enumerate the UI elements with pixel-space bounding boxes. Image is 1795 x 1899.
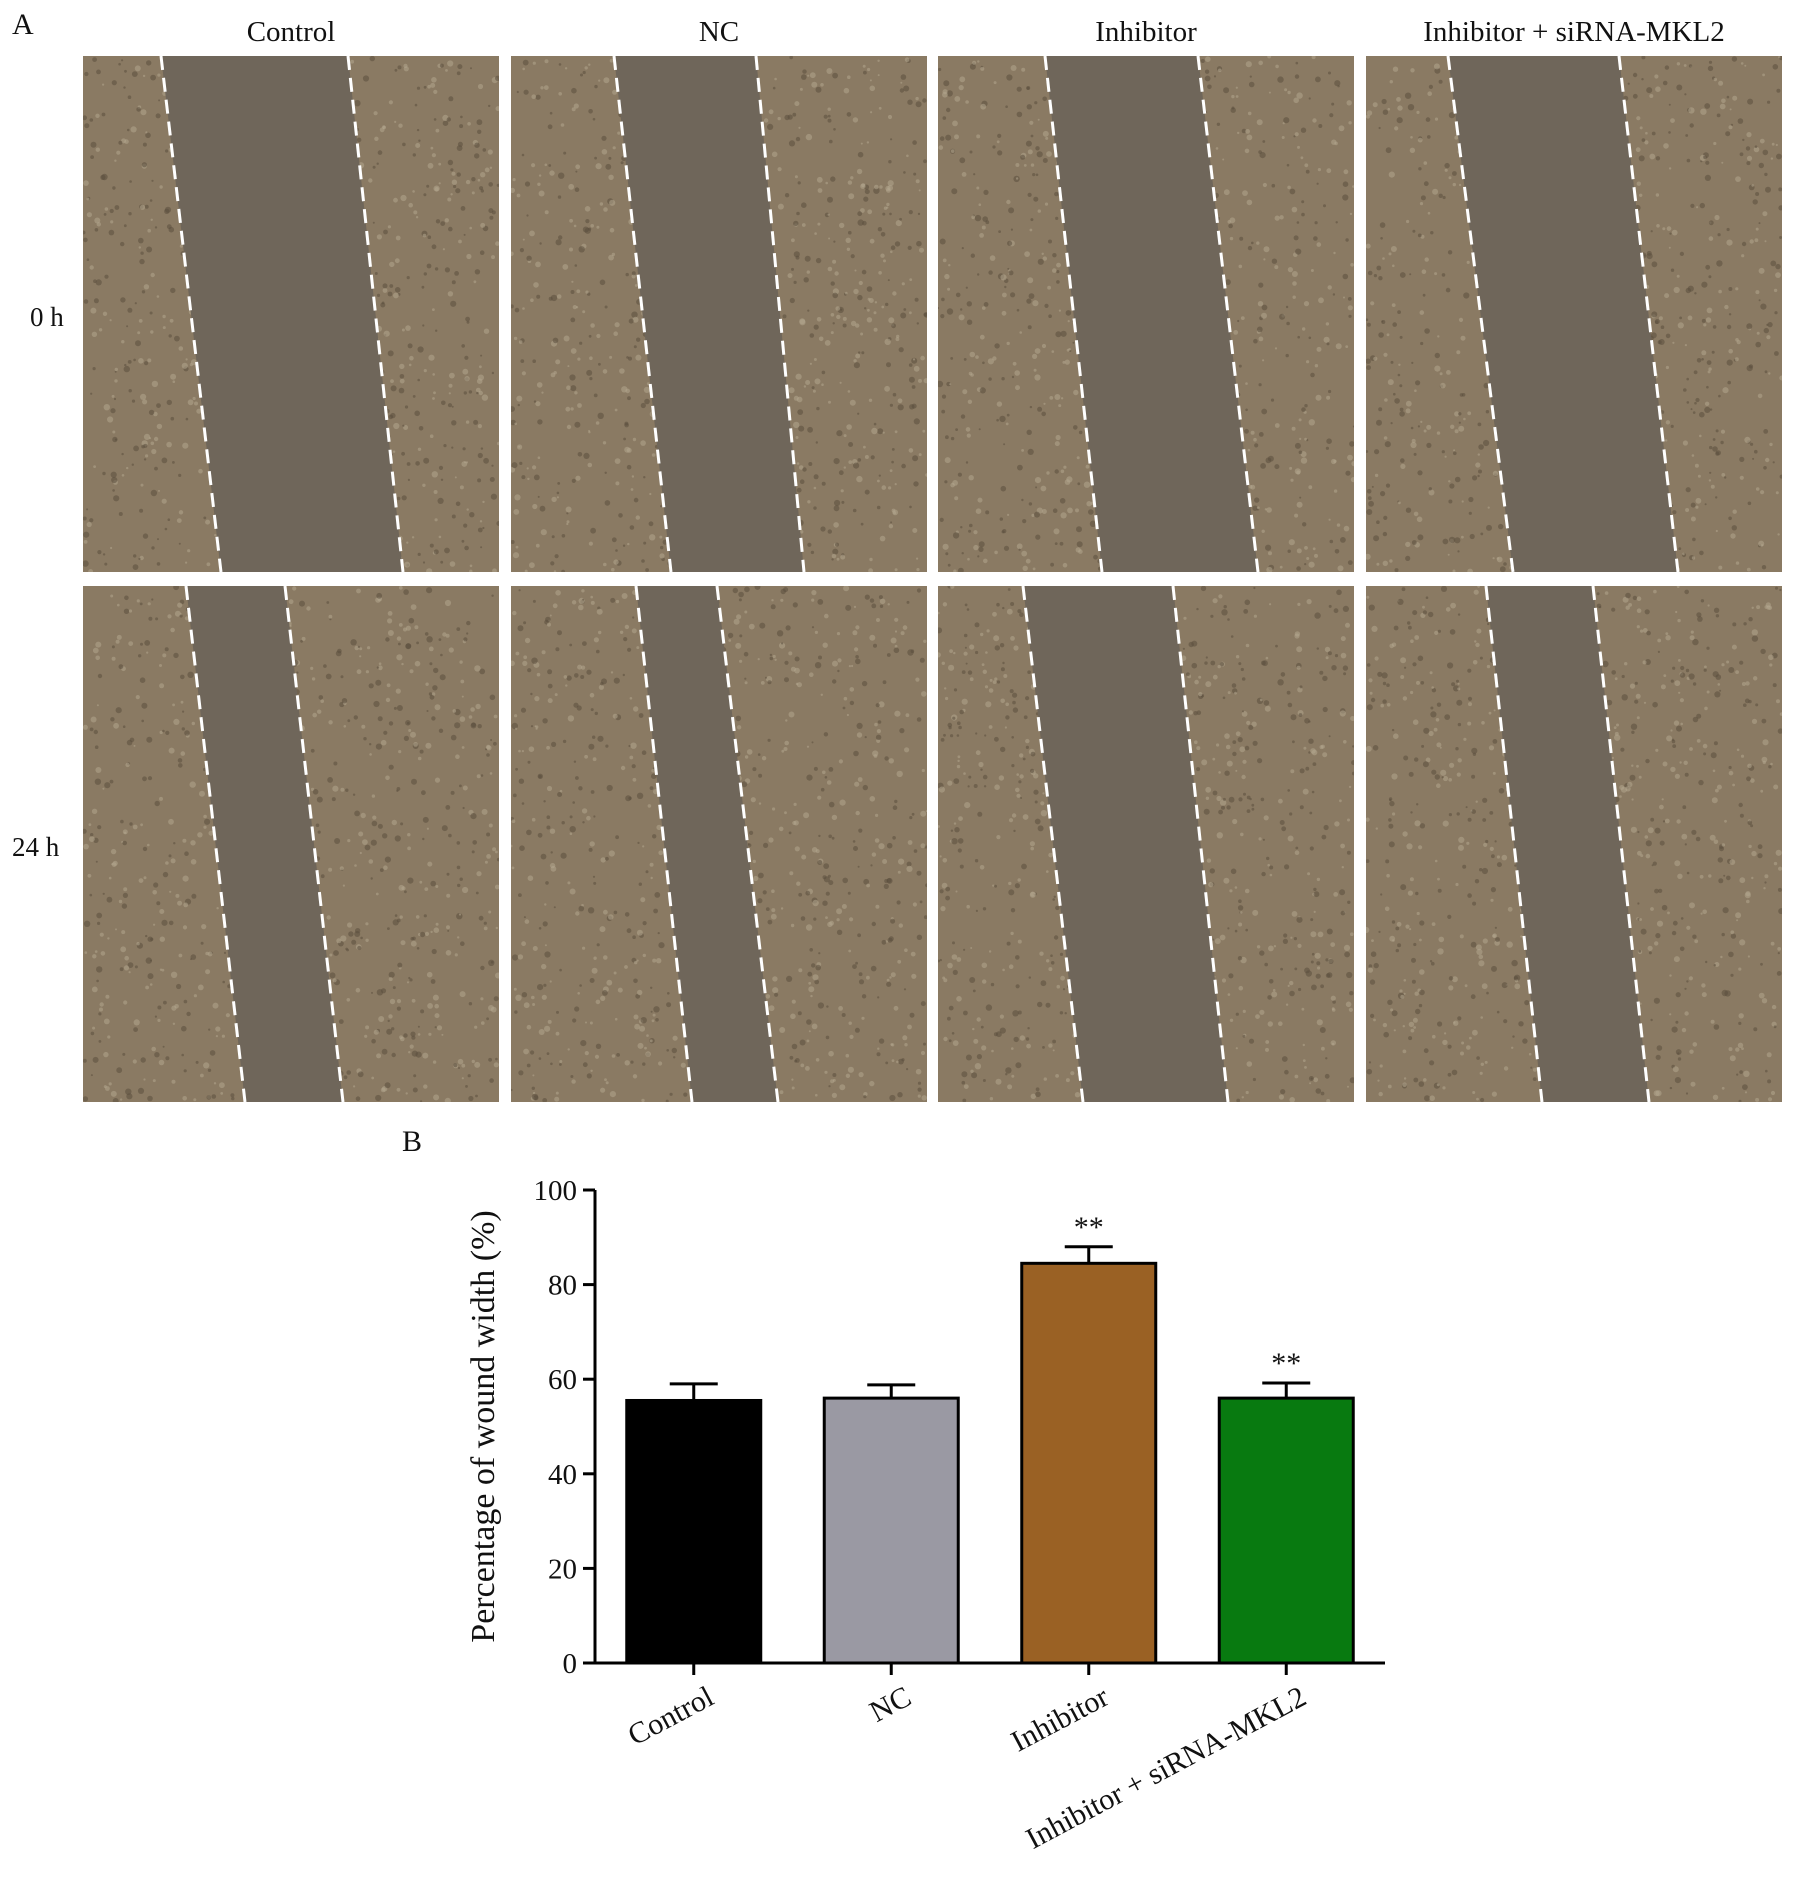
micrograph-inhibitor-24h [938, 586, 1354, 1102]
micrograph-inhibitor-sirna-24h [1366, 586, 1782, 1102]
y-axis-label: Percentage of wound width (%) [465, 1210, 502, 1642]
significance-marker: ** [1271, 1347, 1301, 1380]
wound-edge-right [754, 56, 806, 572]
x-category-label: Control [623, 1680, 719, 1752]
column-header-nc: NC [698, 16, 740, 48]
y-tick-label: 0 [563, 1648, 578, 1680]
column-header-inhibitor-sirna: Inhibitor + siRNA-MKL2 [1423, 16, 1725, 48]
y-tick-label: 20 [548, 1553, 577, 1585]
significance-marker: ** [1074, 1211, 1104, 1244]
bar-4 [1217, 1396, 1355, 1665]
column-header-control: Control [246, 16, 336, 48]
y-tick-label: 60 [548, 1364, 577, 1396]
x-category-label: Inhibitor [1006, 1680, 1114, 1758]
y-tick-label: 100 [534, 1175, 578, 1207]
micrograph-inhibitor-sirna-0h [1366, 56, 1782, 572]
row-label-0h: 0 h [30, 302, 64, 332]
micrograph-control-0h [83, 56, 499, 572]
column-header-inhibitor: Inhibitor [1095, 16, 1197, 48]
bar-2 [822, 1396, 960, 1665]
row-label-24h: 24 h [12, 832, 60, 862]
micrograph-nc-0h [511, 56, 927, 572]
bar-1 [625, 1398, 763, 1665]
panel-a-letter: A [12, 8, 34, 41]
panel-b-letter: B [402, 1125, 423, 1158]
x-category-label: NC [864, 1680, 916, 1729]
y-tick-label: 40 [548, 1459, 577, 1491]
bar-3 [1020, 1261, 1158, 1665]
micrograph-inhibitor-0h [938, 56, 1354, 572]
micrograph-control-24h [83, 586, 499, 1102]
y-tick-label: 80 [548, 1270, 577, 1302]
micrograph-nc-24h [511, 586, 927, 1102]
